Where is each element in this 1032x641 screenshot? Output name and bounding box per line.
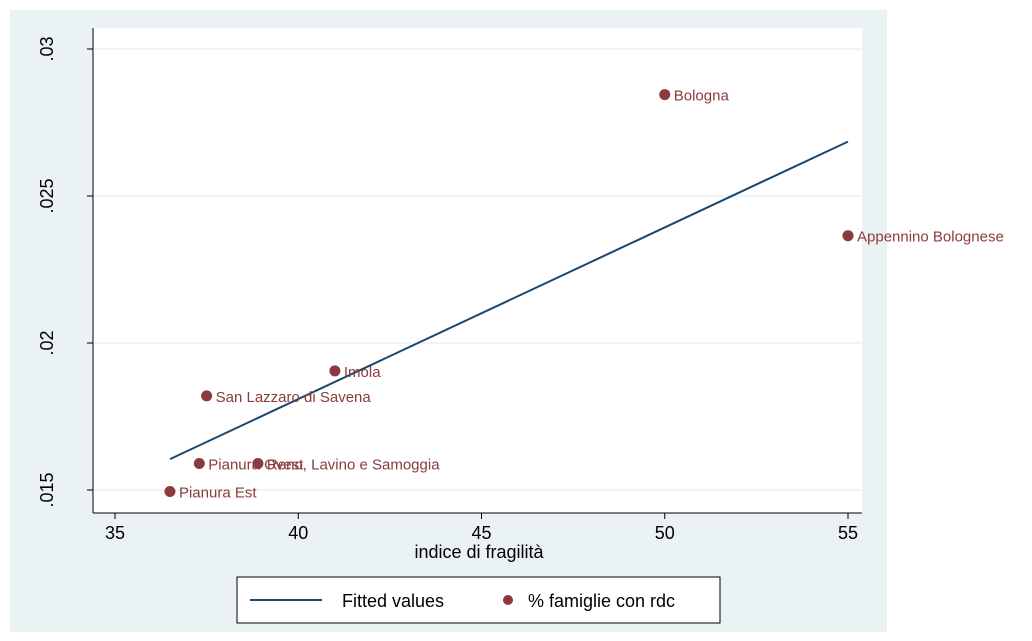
fitted-values-line <box>169 140 849 461</box>
plot-area <box>93 28 862 513</box>
x-tick-label: 45 <box>471 523 491 543</box>
scatter-point <box>659 89 671 101</box>
point-label: Pianura Ovest <box>208 457 304 474</box>
x-tick-label: 55 <box>838 523 858 543</box>
legend-label-fitted: Fitted values <box>342 591 444 611</box>
scatter-point <box>842 230 854 242</box>
point-label: Imola <box>344 364 381 381</box>
x-axis-title: indice di fragilità <box>414 542 544 562</box>
scatter-point <box>201 390 213 402</box>
y-tick-label: .025 <box>37 178 57 213</box>
point-label: Reno, Lavino e Samoggia <box>267 457 440 474</box>
scatter-point <box>329 365 341 377</box>
point-label: Bologna <box>674 88 730 105</box>
point-label: Pianura Est <box>179 484 257 501</box>
y-tick-label: .02 <box>37 330 57 355</box>
y-tick-label: .03 <box>37 36 57 61</box>
point-label: Appennino Bolognese <box>857 229 1004 246</box>
x-tick-label: 35 <box>105 523 125 543</box>
legend-label-points: % famiglie con rdc <box>528 591 675 611</box>
legend: Fitted values % famiglie con rdc <box>236 576 721 624</box>
x-tick-label: 40 <box>288 523 308 543</box>
axis-ticks: .015 .02 .025 .03 35 40 45 50 55 <box>37 36 858 543</box>
scatter-point <box>193 458 205 470</box>
scatter-point <box>164 485 176 497</box>
point-label: San Lazzaro di Savena <box>216 389 372 406</box>
scatter-points-layer: Bologna Appennino Bolognese Imola San Lazza… <box>164 88 1004 501</box>
legend-point-swatch <box>503 595 513 605</box>
y-tick-label: .015 <box>37 472 57 507</box>
scatter-point <box>252 458 264 470</box>
fitted-line-layer <box>169 140 849 461</box>
x-tick-label: 50 <box>655 523 675 543</box>
